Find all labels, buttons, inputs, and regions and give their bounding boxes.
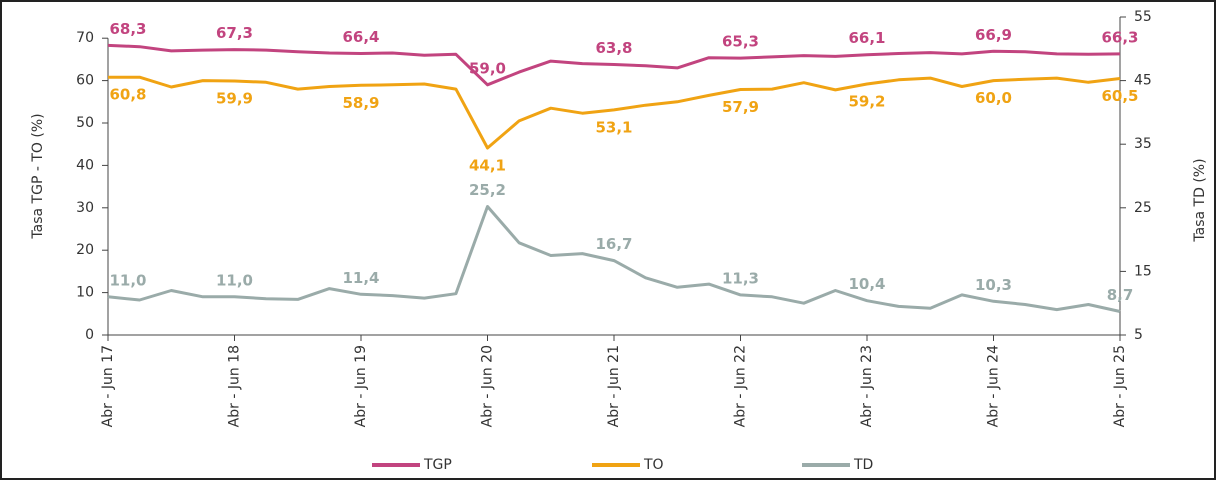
y-tick-label: 0 (85, 327, 94, 343)
x-tick-label: Abr - Jun 18 (227, 345, 243, 427)
value-label: 66,1 (848, 29, 885, 47)
value-label: 11,4 (342, 269, 379, 287)
value-label: 60,5 (1101, 87, 1138, 105)
y-tick-label: 70 (76, 30, 94, 46)
value-label: 59,9 (216, 90, 253, 108)
y2-axis-label: Tasa TD (%) (1192, 158, 1208, 242)
y-tick-label: 30 (76, 200, 94, 216)
value-label: 58,9 (342, 94, 379, 112)
y2-tick-label: 5 (1134, 327, 1143, 343)
value-label: 11,0 (216, 271, 253, 289)
value-label: 66,9 (975, 26, 1012, 44)
value-label: 60,0 (975, 89, 1012, 107)
y-tick-label: 60 (76, 73, 94, 89)
y2-tick-label: 25 (1134, 200, 1152, 216)
value-label: 10,3 (975, 276, 1012, 294)
value-label: 25,2 (469, 181, 506, 199)
value-label: 60,8 (109, 86, 146, 104)
value-label: 57,9 (722, 98, 759, 116)
value-label: 66,3 (1101, 28, 1138, 46)
legend-label: TGP (423, 457, 452, 473)
y-tick-label: 40 (76, 157, 94, 173)
x-tick-label: Abr - Jun 24 (986, 345, 1002, 427)
series-line (108, 75, 1121, 150)
value-label: 53,1 (595, 118, 632, 136)
legend-label: TD (853, 457, 873, 473)
x-tick-label: Abr - Jun 19 (353, 345, 369, 427)
value-label: 11,3 (722, 269, 759, 287)
value-label: 66,4 (342, 28, 379, 46)
x-tick-label: Abr - Jun 22 (733, 345, 749, 427)
value-label: 63,8 (595, 39, 632, 57)
value-label: 67,3 (216, 24, 253, 42)
x-tick-label: Abr - Jun 21 (606, 345, 622, 427)
x-tick-label: Abr - Jun 23 (859, 345, 875, 427)
value-label: 10,4 (848, 275, 885, 293)
value-label: 59,2 (848, 92, 885, 110)
y2-tick-label: 45 (1134, 73, 1152, 89)
y-tick-label: 50 (76, 115, 94, 131)
x-tick-label: Abr - Jun 17 (100, 345, 116, 427)
value-label: 8,7 (1107, 286, 1134, 304)
legend-label: TO (643, 457, 664, 473)
value-label: 44,1 (469, 157, 506, 175)
x-tick-label: Abr - Jun 25 (1112, 345, 1128, 427)
x-tick-label: Abr - Jun 20 (480, 345, 496, 427)
y-tick-label: 20 (76, 242, 94, 258)
value-label: 11,0 (109, 271, 146, 289)
y2-tick-label: 15 (1134, 263, 1152, 279)
y-axis-label: Tasa TGP - TO (%) (30, 113, 46, 239)
series-line (107, 43, 1121, 87)
value-label: 68,3 (109, 20, 146, 38)
value-label: 16,7 (595, 235, 632, 253)
y2-tick-label: 55 (1134, 9, 1152, 25)
value-label: 59,0 (469, 59, 506, 77)
y2-tick-label: 35 (1134, 136, 1152, 152)
series-line (107, 205, 1121, 313)
y-tick-label: 10 (76, 285, 94, 301)
value-label: 65,3 (722, 33, 759, 51)
